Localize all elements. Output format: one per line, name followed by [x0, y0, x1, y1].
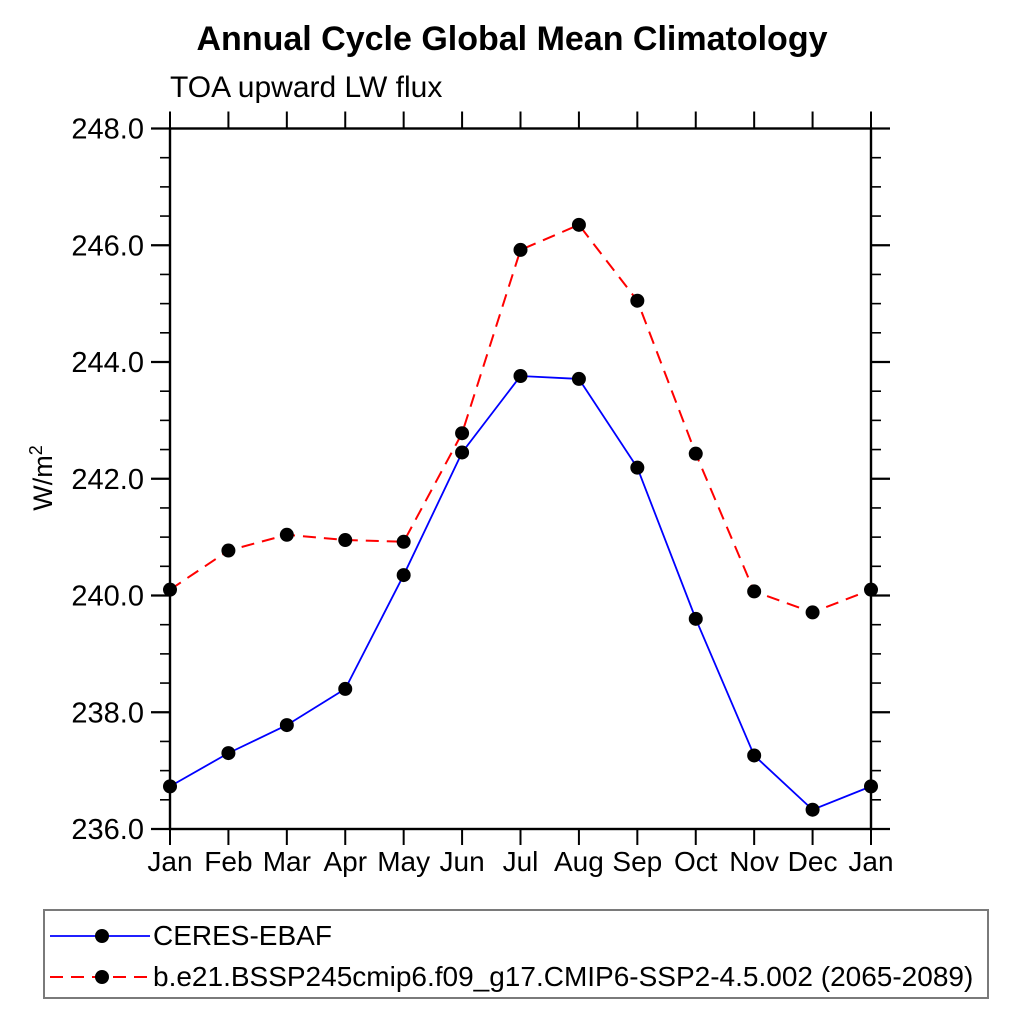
data-point-marker-s0	[864, 779, 878, 794]
legend-line-sample-dashed	[50, 970, 150, 984]
data-point-marker-s0	[513, 369, 528, 384]
legend-item-model: b.e21.BSSP245cmip6.f09_g17.CMIP6-SSP2-4.…	[50, 961, 974, 992]
chart-title: Annual Cycle Global Mean Climatology	[196, 20, 828, 58]
data-point-marker-s0	[805, 802, 820, 817]
x-tick-label: May	[377, 846, 430, 877]
legend-label-model: b.e21.BSSP245cmip6.f09_g17.CMIP6-SSP2-4.…	[153, 961, 974, 992]
data-point-marker-s0	[221, 746, 236, 761]
data-point-marker-s1	[221, 543, 236, 558]
data-point-marker-s1	[455, 426, 470, 441]
data-point-marker-s0	[338, 681, 353, 696]
data-point-marker-s1	[571, 217, 586, 232]
data-point-marker-s0	[571, 371, 586, 386]
legend-line-sample-solid	[50, 929, 150, 943]
data-point-marker-s1	[864, 582, 878, 597]
x-tick-label: Dec	[788, 846, 838, 877]
legend-item-ceres-ebaf: CERES-EBAF	[50, 920, 332, 951]
x-tick-label: Nov	[729, 846, 779, 877]
data-point-marker-s1	[513, 242, 528, 257]
axis-frame	[168, 127, 873, 831]
data-point-marker-s1	[338, 533, 353, 548]
x-tick-label: Oct	[674, 846, 718, 877]
x-tick-label: Jul	[503, 846, 539, 877]
data-point-marker-s1	[396, 534, 411, 549]
y-tick-label: 236.0	[71, 814, 144, 846]
data-point-marker-s0	[279, 718, 294, 733]
y-tick-label: 246.0	[71, 230, 144, 262]
data-point-marker-s0	[688, 611, 703, 626]
y-tick-label: 242.0	[71, 464, 144, 496]
data-point-marker-s1	[688, 446, 703, 461]
y-tick-label: 238.0	[71, 697, 144, 729]
series-line-1	[169, 223, 872, 614]
data-point-marker-s1	[747, 584, 762, 599]
y-tick-label: 244.0	[71, 347, 144, 379]
data-point-marker-s0	[396, 568, 411, 583]
x-tick-label: Jun	[440, 846, 485, 877]
series-line-0	[169, 375, 872, 811]
y-tick-label: 248.0	[71, 114, 144, 146]
x-tick-label: Apr	[323, 846, 367, 877]
data-point-marker-s0	[163, 779, 177, 794]
x-tick-label: Jan	[848, 846, 893, 877]
data-point-marker-s1	[279, 527, 294, 542]
data-point-marker-s1	[630, 293, 645, 308]
legend-sample-marker	[95, 929, 109, 943]
legend-sample-marker	[95, 970, 109, 984]
x-tick-label: Sep	[612, 846, 662, 877]
chart-subtitle: TOA upward LW flux	[170, 71, 443, 104]
x-tick-label: Jan	[147, 846, 192, 877]
data-point-marker-s1	[163, 582, 177, 597]
x-tick-label: Feb	[204, 846, 252, 877]
y-tick-label: 240.0	[71, 581, 144, 613]
x-tick-label: Aug	[554, 846, 604, 877]
legend-label-ceres-ebaf: CERES-EBAF	[153, 920, 332, 951]
x-tick-label: Mar	[263, 846, 311, 877]
legend: CERES-EBAF b.e21.BSSP245cmip6.f09_g17.CM…	[43, 909, 989, 999]
data-point-marker-s0	[630, 460, 645, 475]
data-point-marker-s1	[805, 605, 820, 620]
data-point-marker-s0	[455, 445, 470, 460]
data-point-marker-s0	[747, 748, 762, 763]
